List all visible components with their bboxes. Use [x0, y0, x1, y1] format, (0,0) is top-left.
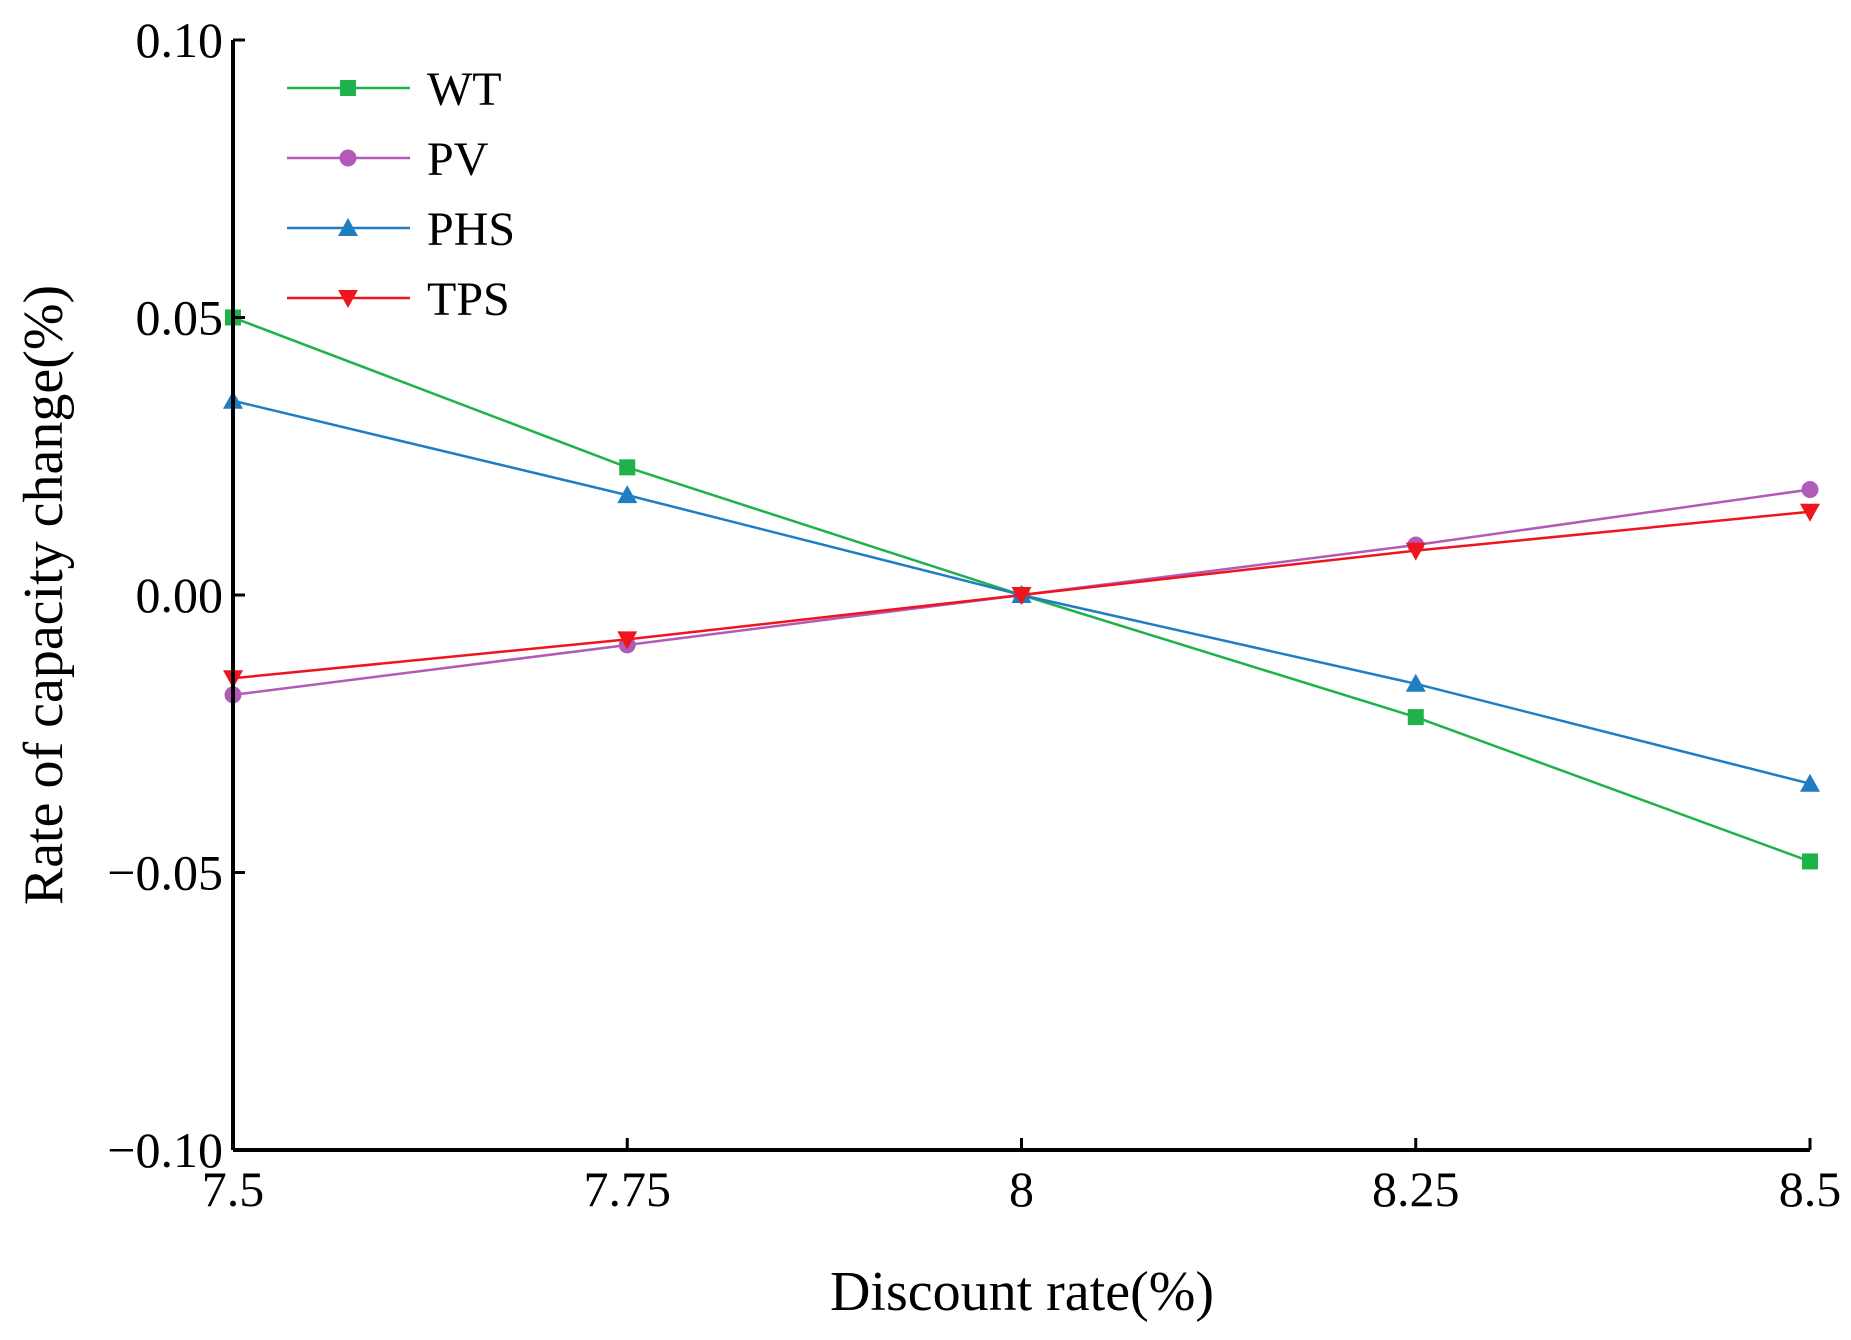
y-axis-title: Rate of capacity change(%) [13, 285, 75, 905]
x-axis-title: Discount rate(%) [830, 1261, 1214, 1323]
legend-marker-wt [340, 80, 356, 96]
legend-item-phs: PHS [287, 203, 515, 256]
legend-item-wt: WT [287, 63, 502, 116]
y-tick-label-4: 0.10 [136, 12, 224, 68]
y-tick-label-0: −0.10 [107, 1122, 223, 1178]
point-wt-1 [619, 459, 636, 476]
series-tps [223, 503, 1820, 689]
x-tick-label-0: 7.5 [202, 1161, 265, 1217]
point-phs-4 [1800, 773, 1820, 792]
y-tick-label-1: −0.05 [107, 845, 223, 901]
axes-layer: −0.10 −0.05 0.00 0.05 0.10 7.5 7.75 8 8.25 8.5 [107, 12, 1841, 1217]
legend-marker-pv [339, 149, 357, 167]
x-tick-label-2: 8 [1009, 1161, 1034, 1217]
point-tps-1 [617, 631, 638, 650]
x-tick-label-3: 8.25 [1372, 1161, 1460, 1217]
point-tps-3 [1405, 542, 1426, 561]
point-phs-1 [617, 485, 638, 504]
x-tick-label-4: 8.5 [1779, 1161, 1842, 1217]
legend-label-tps: TPS [427, 273, 510, 326]
point-pv-4 [1801, 481, 1819, 499]
point-phs-3 [1405, 673, 1426, 692]
legend: WT PV PHS TPS [287, 63, 515, 326]
point-tps-2 [1011, 587, 1032, 605]
point-wt-3 [1407, 709, 1424, 726]
point-wt-4 [1802, 853, 1818, 870]
legend-label-phs: PHS [427, 203, 515, 256]
legend-item-pv: PV [287, 133, 489, 186]
legend-marker-phs [338, 218, 358, 236]
legend-item-tps: TPS [287, 273, 510, 326]
series-layer [223, 309, 1820, 870]
legend-marker-tps [338, 290, 358, 308]
legend-label-wt: WT [427, 63, 502, 116]
legend-label-pv: PV [427, 133, 489, 186]
y-tick-label-2: 0.00 [136, 567, 224, 623]
point-tps-4 [1800, 503, 1820, 522]
y-tick-label-3: 0.05 [136, 290, 224, 346]
x-tick-label-1: 7.75 [584, 1161, 672, 1217]
